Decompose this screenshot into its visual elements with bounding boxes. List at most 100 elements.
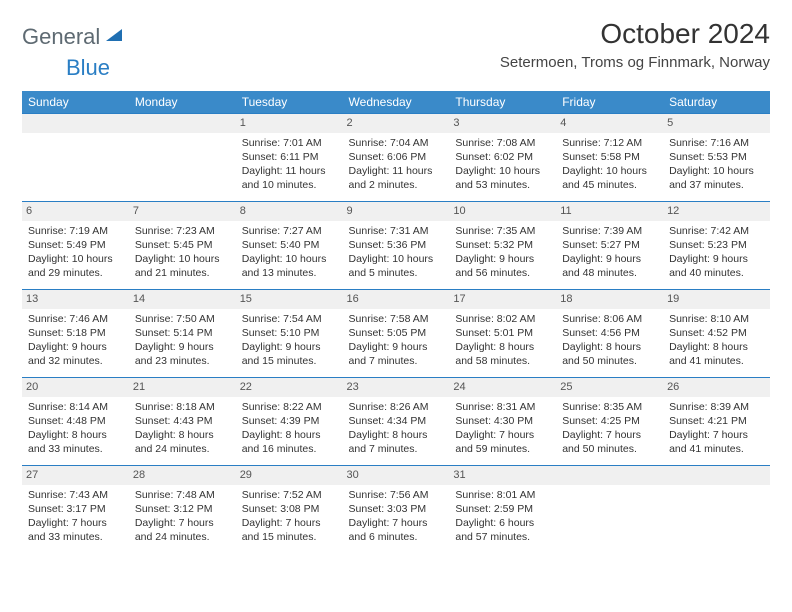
calendar-day-cell: 12Sunrise: 7:42 AMSunset: 5:23 PMDayligh… (663, 202, 770, 290)
calendar-table: Sunday Monday Tuesday Wednesday Thursday… (22, 91, 770, 554)
calendar-day-cell: 31Sunrise: 8:01 AMSunset: 2:59 PMDayligh… (449, 466, 556, 554)
sunset-text: Sunset: 3:03 PM (349, 502, 444, 516)
sunrise-text: Sunrise: 7:50 AM (135, 312, 230, 326)
calendar-day-cell: 26Sunrise: 8:39 AMSunset: 4:21 PMDayligh… (663, 378, 770, 466)
daylight-text: Daylight: 9 hours and 32 minutes. (28, 340, 123, 368)
sunset-text: Sunset: 6:02 PM (455, 150, 550, 164)
weekday-header: Thursday (449, 91, 556, 114)
sunrise-text: Sunrise: 7:16 AM (669, 136, 764, 150)
calendar-day-cell: 8Sunrise: 7:27 AMSunset: 5:40 PMDaylight… (236, 202, 343, 290)
sunrise-text: Sunrise: 7:35 AM (455, 224, 550, 238)
sunset-text: Sunset: 4:21 PM (669, 414, 764, 428)
sunrise-text: Sunrise: 7:43 AM (28, 488, 123, 502)
weekday-header: Monday (129, 91, 236, 114)
daylight-text: Daylight: 9 hours and 7 minutes. (349, 340, 444, 368)
sunrise-text: Sunrise: 7:58 AM (349, 312, 444, 326)
logo-triangle-icon (106, 27, 124, 48)
sunrise-text: Sunrise: 7:56 AM (349, 488, 444, 502)
sunset-text: Sunset: 6:06 PM (349, 150, 444, 164)
day-number: 10 (449, 202, 556, 221)
day-number: 1 (236, 114, 343, 133)
day-number: 5 (663, 114, 770, 133)
sunset-text: Sunset: 3:12 PM (135, 502, 230, 516)
daylight-text: Daylight: 8 hours and 58 minutes. (455, 340, 550, 368)
sunrise-text: Sunrise: 7:27 AM (242, 224, 337, 238)
calendar-day-cell: 27Sunrise: 7:43 AMSunset: 3:17 PMDayligh… (22, 466, 129, 554)
logo-text-blue: Blue (66, 55, 110, 80)
daylight-text: Daylight: 9 hours and 15 minutes. (242, 340, 337, 368)
day-number: 21 (129, 378, 236, 397)
daylight-text: Daylight: 8 hours and 50 minutes. (562, 340, 657, 368)
logo: General (22, 18, 128, 50)
daylight-text: Daylight: 7 hours and 6 minutes. (349, 516, 444, 544)
daylight-text: Daylight: 7 hours and 41 minutes. (669, 428, 764, 456)
daylight-text: Daylight: 8 hours and 16 minutes. (242, 428, 337, 456)
sunrise-text: Sunrise: 7:01 AM (242, 136, 337, 150)
sunset-text: Sunset: 4:39 PM (242, 414, 337, 428)
sunrise-text: Sunrise: 7:23 AM (135, 224, 230, 238)
day-number: 17 (449, 290, 556, 309)
daylight-text: Daylight: 9 hours and 56 minutes. (455, 252, 550, 280)
day-number: 26 (663, 378, 770, 397)
calendar-day-cell: 11Sunrise: 7:39 AMSunset: 5:27 PMDayligh… (556, 202, 663, 290)
sunrise-text: Sunrise: 7:52 AM (242, 488, 337, 502)
sunset-text: Sunset: 5:10 PM (242, 326, 337, 340)
sunrise-text: Sunrise: 7:19 AM (28, 224, 123, 238)
sunset-text: Sunset: 4:56 PM (562, 326, 657, 340)
daylight-text: Daylight: 7 hours and 59 minutes. (455, 428, 550, 456)
calendar-day-cell (22, 114, 129, 202)
day-number: 11 (556, 202, 663, 221)
calendar-day-cell: 19Sunrise: 8:10 AMSunset: 4:52 PMDayligh… (663, 290, 770, 378)
sunrise-text: Sunrise: 8:22 AM (242, 400, 337, 414)
daylight-text: Daylight: 10 hours and 5 minutes. (349, 252, 444, 280)
sunset-text: Sunset: 5:05 PM (349, 326, 444, 340)
calendar-day-cell: 30Sunrise: 7:56 AMSunset: 3:03 PMDayligh… (343, 466, 450, 554)
sunrise-text: Sunrise: 8:14 AM (28, 400, 123, 414)
daylight-text: Daylight: 8 hours and 33 minutes. (28, 428, 123, 456)
sunset-text: Sunset: 4:34 PM (349, 414, 444, 428)
sunrise-text: Sunrise: 7:31 AM (349, 224, 444, 238)
daylight-text: Daylight: 10 hours and 29 minutes. (28, 252, 123, 280)
day-number: 12 (663, 202, 770, 221)
daylight-text: Daylight: 7 hours and 15 minutes. (242, 516, 337, 544)
calendar-day-cell: 9Sunrise: 7:31 AMSunset: 5:36 PMDaylight… (343, 202, 450, 290)
daylight-text: Daylight: 7 hours and 50 minutes. (562, 428, 657, 456)
calendar-day-cell: 7Sunrise: 7:23 AMSunset: 5:45 PMDaylight… (129, 202, 236, 290)
sunset-text: Sunset: 4:43 PM (135, 414, 230, 428)
sunset-text: Sunset: 5:18 PM (28, 326, 123, 340)
sunset-text: Sunset: 3:17 PM (28, 502, 123, 516)
daylight-text: Daylight: 10 hours and 21 minutes. (135, 252, 230, 280)
calendar-day-cell: 21Sunrise: 8:18 AMSunset: 4:43 PMDayligh… (129, 378, 236, 466)
calendar-day-cell: 14Sunrise: 7:50 AMSunset: 5:14 PMDayligh… (129, 290, 236, 378)
calendar-day-cell: 18Sunrise: 8:06 AMSunset: 4:56 PMDayligh… (556, 290, 663, 378)
day-number (22, 114, 129, 133)
sunset-text: Sunset: 5:27 PM (562, 238, 657, 252)
day-number (663, 466, 770, 485)
month-title: October 2024 (500, 18, 770, 50)
calendar-day-cell: 22Sunrise: 8:22 AMSunset: 4:39 PMDayligh… (236, 378, 343, 466)
day-number: 31 (449, 466, 556, 485)
daylight-text: Daylight: 8 hours and 41 minutes. (669, 340, 764, 368)
daylight-text: Daylight: 11 hours and 10 minutes. (242, 164, 337, 192)
calendar-day-cell: 24Sunrise: 8:31 AMSunset: 4:30 PMDayligh… (449, 378, 556, 466)
logo-text-general: General (22, 24, 100, 50)
sunset-text: Sunset: 2:59 PM (455, 502, 550, 516)
day-number: 7 (129, 202, 236, 221)
day-number: 3 (449, 114, 556, 133)
sunrise-text: Sunrise: 8:06 AM (562, 312, 657, 326)
day-number: 24 (449, 378, 556, 397)
daylight-text: Daylight: 10 hours and 13 minutes. (242, 252, 337, 280)
daylight-text: Daylight: 8 hours and 24 minutes. (135, 428, 230, 456)
sunset-text: Sunset: 5:53 PM (669, 150, 764, 164)
day-number (129, 114, 236, 133)
sunset-text: Sunset: 3:08 PM (242, 502, 337, 516)
sunset-text: Sunset: 4:25 PM (562, 414, 657, 428)
sunrise-text: Sunrise: 7:54 AM (242, 312, 337, 326)
calendar-day-cell: 5Sunrise: 7:16 AMSunset: 5:53 PMDaylight… (663, 114, 770, 202)
daylight-text: Daylight: 10 hours and 45 minutes. (562, 164, 657, 192)
day-number: 14 (129, 290, 236, 309)
calendar-day-cell: 1Sunrise: 7:01 AMSunset: 6:11 PMDaylight… (236, 114, 343, 202)
day-number: 23 (343, 378, 450, 397)
sunrise-text: Sunrise: 7:04 AM (349, 136, 444, 150)
sunrise-text: Sunrise: 8:10 AM (669, 312, 764, 326)
